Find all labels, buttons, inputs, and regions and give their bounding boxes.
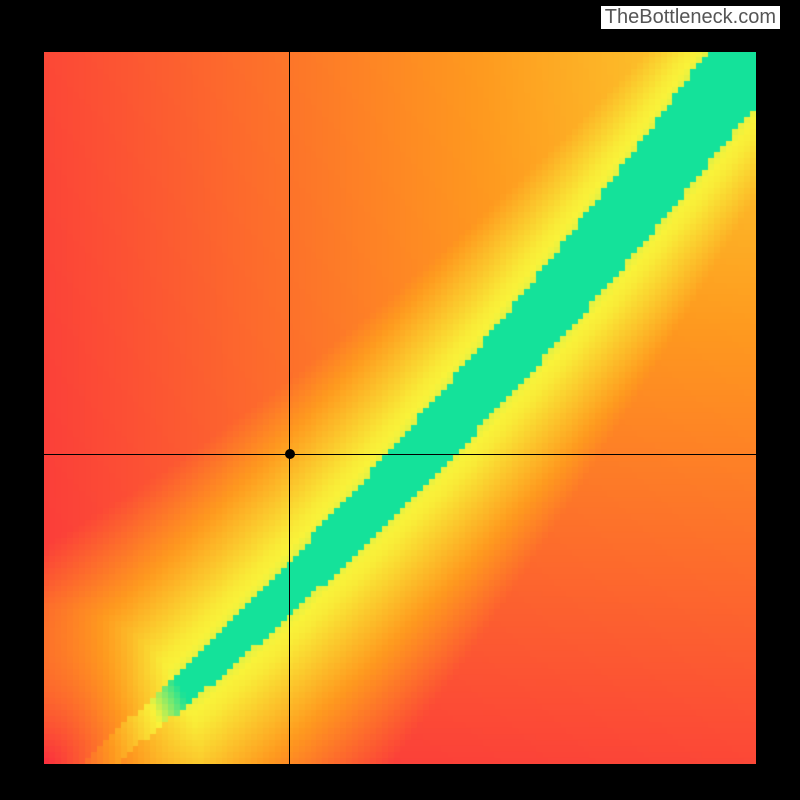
crosshair-marker	[285, 449, 295, 459]
attribution-label: TheBottleneck.com	[601, 6, 780, 29]
crosshair-horizontal	[44, 454, 756, 455]
crosshair-vertical	[289, 52, 290, 764]
chart-container: TheBottleneck.com	[0, 0, 800, 800]
bottleneck-heatmap	[44, 52, 756, 764]
